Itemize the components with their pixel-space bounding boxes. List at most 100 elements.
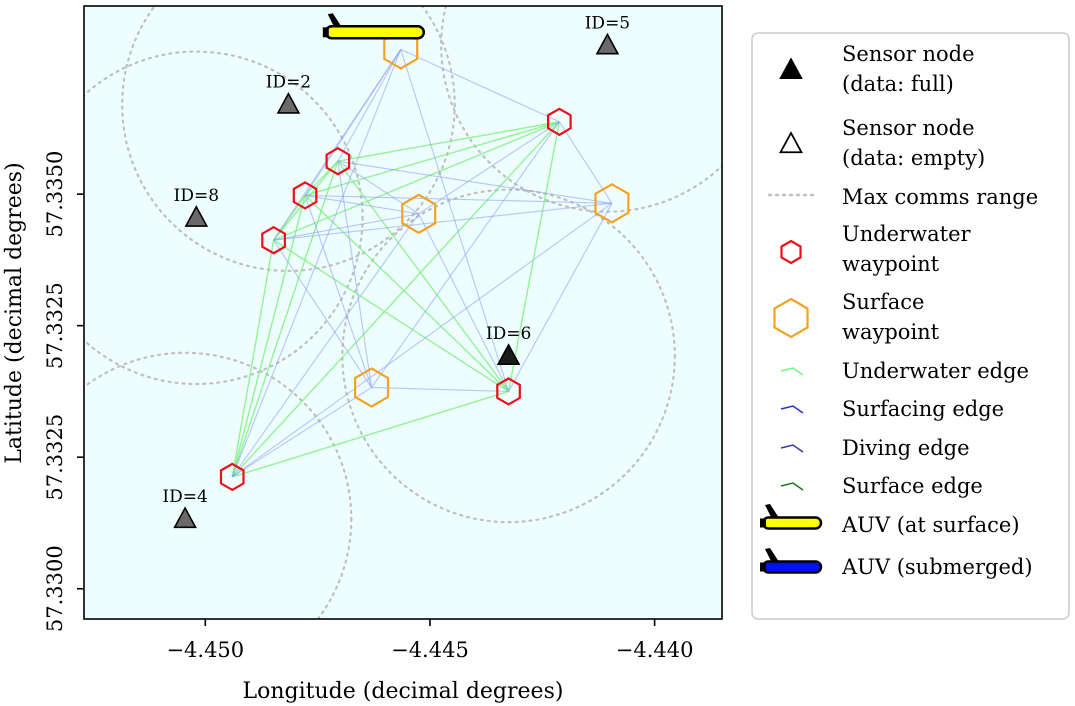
underwater-edge [273, 160, 339, 241]
legend-label: Surface edge [842, 474, 983, 498]
legend-label: Surfacing edge [842, 397, 1004, 421]
sensor-node-label: ID=2 [266, 73, 311, 93]
legend-label: AUV (submerged) [841, 555, 1033, 579]
surfacing-edge [337, 160, 613, 204]
surfacing-edge [508, 203, 613, 392]
comms-range-circle [121, 6, 456, 272]
underwater-edge [273, 239, 509, 393]
y-tick-label: 57.3325 [43, 414, 67, 501]
x-tick-label: −4.440 [616, 638, 694, 662]
auv-submerged-icon [760, 548, 823, 574]
legend-label: AUV (at surface) [841, 513, 1020, 537]
legend-label: waypoint [842, 320, 940, 344]
underwater-waypoint [292, 181, 318, 210]
edge-arrow-icon [780, 482, 804, 491]
legend: Sensor node (data: full) Sensor node (data:… [751, 32, 1070, 620]
sensor-node-label: ID=5 [585, 13, 630, 33]
legend-label: (data: empty) [842, 146, 985, 170]
sensor-node-icon [173, 506, 197, 529]
legend-label: Max comms range [842, 185, 1038, 209]
legend-item: AUV (submerged) [760, 548, 1033, 579]
surfacing-edge [337, 160, 420, 215]
legend-item: Underwater edge [780, 359, 1029, 383]
y-axis-label: Latitude (decimal degrees) [2, 162, 27, 463]
x-axis-label: Longitude (decimal degrees) [243, 679, 564, 704]
x-tick-label: −4.450 [166, 638, 244, 662]
legend-label: Sensor node [842, 42, 975, 66]
surfacing-edge [231, 386, 372, 478]
underwater-edge [231, 240, 275, 478]
underwater-edge [231, 195, 306, 478]
sensor-full-icon [779, 57, 803, 80]
underwater-waypoint [325, 146, 351, 176]
surfacing-edge [400, 48, 560, 123]
underwater-edge [231, 161, 339, 478]
legend-item: Diving edge [780, 436, 970, 460]
surfacing-edge [231, 202, 613, 478]
surfacing-edge [273, 213, 419, 241]
surfacing-edge [337, 49, 402, 162]
edge-arrow-icon [780, 405, 804, 414]
sensor-node-icon [595, 32, 620, 55]
legend-item: Sensor node (data: full) [779, 42, 975, 96]
underwater-waypoint [546, 107, 572, 137]
legend-label: waypoint [842, 252, 940, 276]
legend-item: Max comms range [767, 185, 1038, 209]
auv-icon [322, 13, 426, 40]
legend-label: Diving edge [842, 436, 970, 460]
sensor-node-icon [276, 91, 301, 114]
surface-waypoint [383, 29, 419, 70]
comms-range-circle [84, 351, 353, 619]
x-tick-label: −4.445 [391, 638, 469, 662]
surface-waypoint [354, 367, 390, 408]
surface-waypoint-icon [773, 297, 809, 339]
sensor-node-label: ID=8 [174, 186, 219, 206]
surfacing-edge [400, 49, 510, 392]
underwater-edge [231, 121, 560, 478]
underwater-edge [507, 121, 561, 392]
legend-item: AUV (at surface) [760, 504, 1020, 537]
surfacing-edge [305, 194, 612, 204]
edge-arrow-icon [780, 367, 804, 376]
underwater-waypoint-icon [780, 239, 802, 265]
surfacing-edge [371, 386, 509, 393]
underwater-waypoint [261, 225, 286, 255]
underwater-edge [337, 160, 510, 392]
edge-arrow-icon [780, 444, 804, 453]
sensor-node-icon [184, 205, 209, 227]
underwater-edge [337, 121, 560, 162]
underwater-edge [273, 121, 560, 241]
y-tick-label: 57.3325 [43, 282, 67, 369]
comms-range-circle [341, 188, 676, 524]
auv-surface-icon [760, 504, 823, 530]
surfacing-edge [273, 239, 373, 388]
legend-label: Surface [842, 290, 924, 314]
legend-item: Sensor node (data: empty) [779, 116, 985, 170]
surfacing-edge [273, 202, 612, 241]
y-tick-label: 57.3350 [43, 151, 67, 238]
surface-waypoint [594, 183, 630, 224]
legend-item: Surface waypoint [773, 290, 940, 344]
underwater-edge [232, 390, 509, 478]
legend-label: (data: full) [842, 72, 954, 96]
surface-waypoint [401, 193, 437, 235]
legend-item: Underwater waypoint [780, 222, 971, 276]
comms-range-circle [84, 50, 364, 386]
surfacing-edge [337, 161, 373, 388]
surfacing-edge [231, 49, 402, 478]
surfacing-edge [231, 213, 420, 478]
underwater-waypoint [496, 377, 521, 406]
surfacing-edge [418, 213, 510, 392]
legend-item: Surface edge [780, 474, 983, 498]
legend-label: Underwater edge [842, 359, 1029, 383]
surfacing-edge [304, 195, 373, 388]
legend-item: Surfacing edge [780, 397, 1004, 421]
surfacing-edge [304, 194, 419, 215]
legend-label: Sensor node [842, 116, 975, 140]
underwater-waypoint [219, 462, 245, 492]
sensor-node-label: ID=6 [486, 324, 531, 344]
y-tick-label: 57.3300 [43, 545, 67, 632]
legend-label: Underwater [842, 222, 971, 246]
legend-box [751, 32, 1070, 620]
